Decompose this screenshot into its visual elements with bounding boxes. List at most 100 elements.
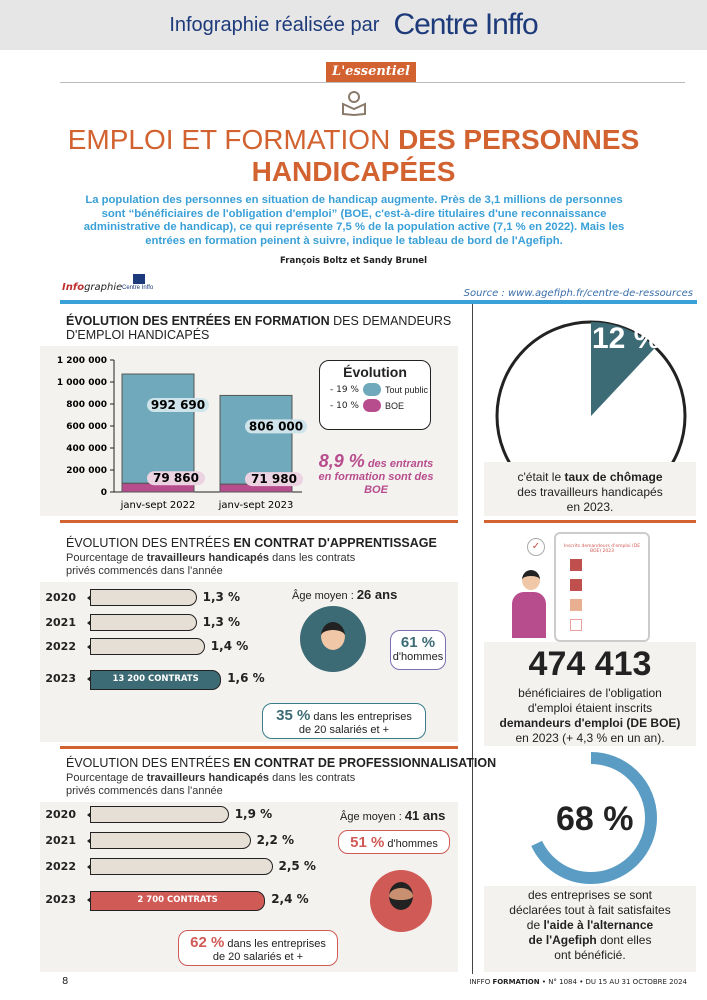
row-value: 1,6 % [227, 671, 265, 685]
row-year: 2022 [45, 860, 76, 873]
row-value: 2,5 % [278, 859, 316, 873]
y-tick-label: 800 000 [66, 400, 107, 410]
source-link[interactable]: Source : www.agefiph.fr/centre-de-ressou… [463, 288, 693, 299]
checkbox-icon [570, 619, 582, 631]
section-rule [60, 746, 458, 749]
legend-item-boe: - 10 % BOE [330, 399, 404, 412]
publication-footer: INFFO FORMATION • N° 1084 • DU 15 AU 31 … [469, 978, 687, 986]
label-pill [245, 472, 303, 487]
section3-title: ÉVOLUTION DES ENTRÉES EN CONTRAT DE PROF… [66, 756, 497, 770]
contracts-label: 13 200 CONTRATS [112, 674, 199, 684]
boe-panel [484, 642, 696, 746]
reading-person-icon [342, 91, 366, 116]
intro-text: La population des personnes en situation… [83, 194, 625, 247]
label-pill [147, 398, 209, 413]
section2-title: ÉVOLUTION DES ENTRÉES EN CONTRAT D'APPRE… [66, 536, 437, 550]
y-tick-label: 600 000 [66, 422, 107, 432]
row-bar [90, 638, 205, 655]
woman-illustration [512, 570, 548, 642]
row-year: 2023 [45, 893, 76, 906]
clipboard-title: Inscrits demandeurs d'emploi (DE BOE) 20… [563, 544, 641, 554]
row-bar [90, 832, 251, 849]
satisfaction-value: 68 % [556, 800, 634, 838]
bar-tout-public [219, 394, 293, 485]
pro-age: Âge moyen : 41 ans [340, 808, 446, 823]
checkbox-icon [570, 579, 582, 591]
row-value: 2,2 % [256, 833, 295, 847]
bar-tout-public [121, 373, 195, 484]
row-value: 1,4 % [210, 639, 249, 653]
infographie-label: Infographie [62, 282, 123, 293]
section-tag: L'essentiel [326, 62, 416, 82]
row-year: 2020 [45, 808, 76, 821]
y-tick-label: 200 000 [66, 466, 107, 476]
row-year: 2021 [45, 616, 76, 629]
satisfaction-donut [525, 752, 657, 884]
row-bar [90, 589, 197, 606]
section-rule [484, 520, 696, 523]
legend-item-tout-public: - 19 % Tout public [330, 383, 429, 396]
donut-arc [525, 752, 657, 884]
pro-men-bubble: 51 % d'hommes [338, 830, 450, 854]
banner-text: Infographie réalisée par [169, 13, 380, 36]
section1-title: ÉVOLUTION DES ENTRÉES EN FORMATION DES D… [66, 314, 452, 342]
checkbox-icon [570, 599, 582, 611]
contracts-label: 2 700 CONTRATS [137, 895, 218, 905]
check-bubble-icon: ✓ [527, 538, 545, 556]
centre-inffo-small-logo: Centre Inffo [122, 285, 154, 291]
row-value: 1,9 % [234, 807, 273, 821]
section-rule [60, 520, 458, 523]
row-bar: 2 700 CONTRATS [90, 891, 266, 911]
boe-share-annotation: 8,9 % des entrants en formation sont des… [318, 451, 434, 496]
boe-value: 474 413 [528, 645, 652, 683]
pie-slice [591, 322, 656, 416]
data-label-tout-public: 806 000 [249, 419, 303, 433]
divider [60, 82, 685, 83]
legend-title: Évolution [343, 364, 407, 380]
row-bar [90, 858, 273, 875]
formation-bar-chart: 0 200 000 400 000 600 000 800 000 1 000 000 1 … [57, 356, 307, 511]
y-tick-label: 1 000 000 [57, 378, 107, 388]
row-bar [90, 806, 229, 823]
bearded-man-illustration [370, 870, 432, 932]
data-label-boe: 79 860 [153, 471, 199, 485]
row-year: 2020 [45, 591, 76, 604]
centre-inffo-logo: Centre Inffo [393, 8, 538, 41]
man-illustration [300, 606, 366, 672]
apprentissage-age: Âge moyen : 26 ans [292, 587, 398, 602]
boe-text: bénéficiaires de l'obligation d'emploi ét… [499, 686, 681, 745]
page-title-line1: EMPLOI ET FORMATION DES PERSONNES [67, 124, 640, 155]
x-tick-label: janv-sept 2022 [120, 500, 196, 511]
centre-inffo-small-logo-mark [133, 274, 145, 284]
row-value: 1,3 % [202, 615, 241, 629]
authors: François Boltz et Sandy Brunel [280, 256, 427, 266]
checkbox-icon [570, 559, 582, 571]
satisfaction-text: des entreprises se sont déclarées tout à … [484, 886, 696, 972]
top-banner: Infographie réalisée par Centre Inffo [0, 0, 707, 50]
section2-subtitle: Pourcentage de travailleurs handicapés d… [66, 552, 356, 577]
label-pill [147, 471, 205, 486]
x-tick-label: janv-sept 2023 [218, 500, 294, 511]
page-number: 8 [62, 976, 69, 987]
pro-firm-bubble: 62 % dans les entreprises de 20 salariés … [178, 930, 338, 966]
clipboard-illustration: Inscrits demandeurs d'emploi (DE BOE) 20… [554, 532, 650, 642]
legend-swatch [362, 399, 381, 412]
data-label-tout-public: 992 690 [151, 398, 205, 412]
y-tick-label: 1 200 000 [57, 356, 107, 366]
chart-legend: Évolution - 19 % Tout public - 10 % BOE [319, 360, 431, 430]
data-label-boe: 71 980 [251, 472, 297, 486]
apprentissage-men-bubble: 61 % d'hommes [390, 630, 446, 670]
page-title-line2: HANDICAPÉES [251, 156, 456, 187]
row-value: 1,3 % [202, 590, 241, 604]
row-year: 2022 [45, 640, 76, 653]
unemployment-text: c'était le taux de chômage des travailleu… [484, 462, 696, 516]
apprentissage-firm-bubble: 35 % dans les entreprises de 20 salariés … [262, 703, 426, 739]
row-year: 2023 [45, 672, 76, 685]
row-bar [90, 614, 197, 631]
blue-rule [60, 300, 697, 304]
label-pill [245, 419, 307, 434]
unemployment-value: 12 % [592, 322, 661, 355]
y-tick-label: 0 [101, 488, 107, 498]
column-divider [472, 304, 473, 974]
legend-swatch [362, 383, 381, 396]
